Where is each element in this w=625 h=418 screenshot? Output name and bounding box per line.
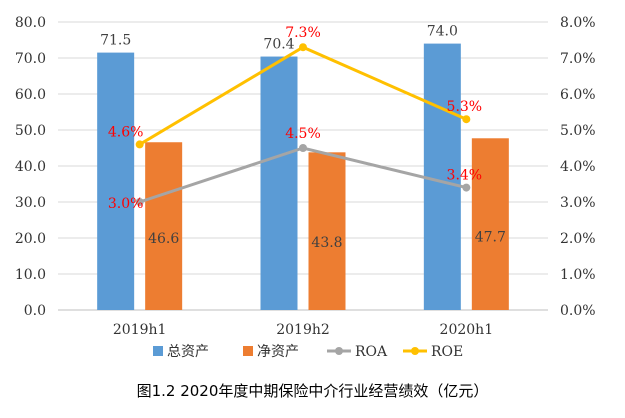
legend-swatch bbox=[153, 346, 163, 356]
legend-label: ROE bbox=[431, 344, 463, 360]
left-tick-label: 0.0 bbox=[24, 303, 46, 319]
line-data-label: 5.3% bbox=[447, 99, 483, 115]
right-tick-label: 3.0% bbox=[560, 195, 596, 211]
point-roe bbox=[462, 115, 471, 124]
bar-data-label: 43.8 bbox=[311, 235, 342, 251]
x-tick-label: 2020h1 bbox=[440, 322, 494, 338]
legend-marker bbox=[411, 347, 419, 355]
left-tick-label: 40.0 bbox=[15, 159, 46, 175]
combo-chart: 0.0 10.0 20.0 30.0 40.0 50.0 60.0 70.0 80.0 0.0% 1… bbox=[15, 15, 596, 360]
line-roa bbox=[139, 146, 467, 204]
right-tick-label: 8.0% bbox=[560, 15, 596, 31]
chart-caption: 图1.2 2020年度中期保险中介行业经营绩效（亿元） bbox=[136, 382, 489, 400]
bar-data-label: 47.7 bbox=[475, 229, 506, 245]
right-tick-label: 4.0% bbox=[560, 159, 596, 175]
legend-label: ROA bbox=[355, 344, 388, 360]
bar-data-label: 74.0 bbox=[427, 24, 458, 40]
right-tick-label: 1.0% bbox=[560, 267, 596, 283]
x-tick-label: 2019h1 bbox=[113, 322, 167, 338]
right-tick-label: 0.0% bbox=[560, 303, 596, 319]
line-data-label: 7.3% bbox=[285, 25, 321, 41]
line-data-label: 4.6% bbox=[108, 124, 144, 140]
bar-data-label: 70.4 bbox=[263, 37, 294, 53]
line-data-label: 4.5% bbox=[285, 126, 321, 142]
point-roa bbox=[299, 144, 307, 152]
bar-total-assets bbox=[423, 43, 461, 310]
bar-total-assets bbox=[97, 52, 135, 310]
left-tick-label: 50.0 bbox=[15, 123, 46, 139]
legend-swatch bbox=[243, 346, 253, 356]
left-tick-label: 70.0 bbox=[15, 51, 46, 67]
point-roa bbox=[462, 183, 471, 192]
right-tick-label: 7.0% bbox=[560, 51, 596, 67]
right-tick-label: 5.0% bbox=[560, 123, 596, 139]
bar-net-assets bbox=[308, 152, 346, 310]
line-data-label: 3.4% bbox=[447, 168, 483, 184]
left-tick-label: 20.0 bbox=[15, 231, 46, 247]
bar-total-assets bbox=[260, 56, 298, 311]
legend-marker bbox=[335, 347, 343, 355]
right-tick-label: 2.0% bbox=[560, 231, 596, 247]
legend-label: 净资产 bbox=[257, 344, 299, 360]
left-tick-label: 10.0 bbox=[15, 267, 46, 283]
right-tick-label: 6.0% bbox=[560, 87, 596, 103]
line-data-label: 3.0% bbox=[108, 196, 144, 212]
point-roe bbox=[135, 140, 144, 149]
left-tick-label: 60.0 bbox=[15, 87, 46, 103]
point-roe bbox=[299, 43, 307, 52]
left-tick-label: 80.0 bbox=[15, 15, 46, 31]
bar-net-assets bbox=[471, 138, 509, 310]
left-tick-label: 30.0 bbox=[15, 195, 46, 211]
legend-label: 总资产 bbox=[167, 344, 209, 360]
x-tick-label: 2019h2 bbox=[276, 322, 330, 338]
bar-data-label: 71.5 bbox=[100, 33, 131, 49]
bar-data-label: 46.6 bbox=[148, 231, 179, 247]
point-roa bbox=[135, 198, 144, 206]
bar-net-assets bbox=[145, 142, 183, 310]
